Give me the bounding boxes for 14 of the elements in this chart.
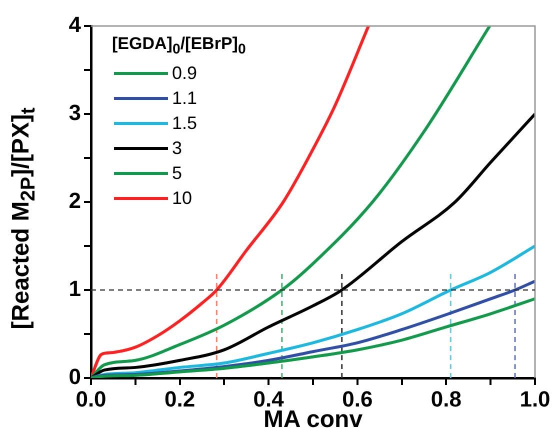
- y-tick-label: 1: [68, 276, 81, 302]
- y-tick-label: 3: [68, 100, 81, 126]
- legend-label: 5: [172, 163, 182, 184]
- legend-title: [EGDA]$_{0}$/[EBrP]$_{0}$: [112, 34, 246, 58]
- legend-label: 3: [172, 138, 182, 160]
- legend-label: 1.1: [172, 88, 198, 110]
- legend-label: 0.9: [172, 63, 198, 84]
- x-tick-label: 0.8: [430, 386, 462, 412]
- y-tick-label: 2: [68, 188, 81, 214]
- legend-label: 1.5: [172, 113, 198, 134]
- x-tick-label: 1.0: [520, 386, 550, 412]
- y-tick-label: 4: [68, 12, 82, 38]
- legend-label: 10: [172, 188, 192, 210]
- x-tick-label: 0.2: [164, 386, 196, 412]
